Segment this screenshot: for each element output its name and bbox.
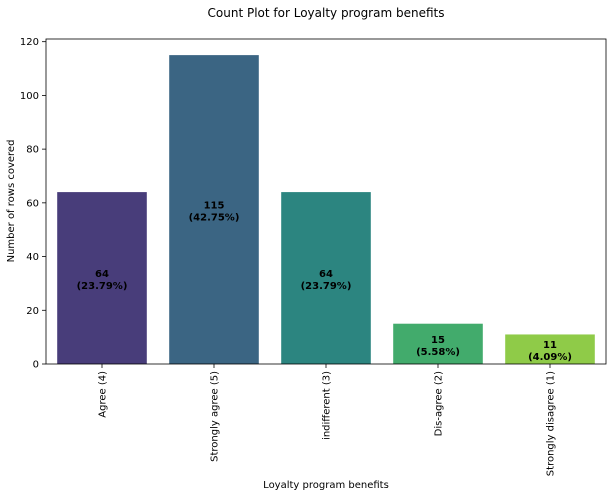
y-tick-label: 60 [26, 198, 39, 209]
bar-value-label-2: 115 [204, 201, 225, 212]
bar-percent-label-1: (23.79%) [77, 281, 128, 292]
bar-percent-label-3: (23.79%) [301, 281, 352, 292]
bar-2 [169, 55, 259, 365]
y-tick-label: 80 [26, 145, 39, 156]
bar-value-label-4: 15 [431, 335, 445, 346]
bar-percent-label-5: (4.09%) [528, 352, 572, 363]
x-tick-label: Strongly disagree (1) [546, 371, 557, 476]
y-axis-label: Number of rows covered [6, 140, 17, 263]
x-tick-label: Agree (4) [98, 371, 109, 418]
bar-1 [57, 192, 147, 364]
bar-value-label-5: 11 [543, 340, 557, 351]
bar-value-label-3: 64 [319, 269, 333, 280]
bar-3 [281, 192, 371, 364]
y-tick-label: 40 [26, 252, 39, 263]
x-tick-label: indifferent (3) [322, 371, 333, 440]
x-tick-label: Dis-agree (2) [434, 371, 445, 436]
bar-value-label-1: 64 [95, 269, 109, 280]
y-tick-label: 120 [20, 37, 39, 48]
plot-area: 64(23.79%)115(42.75%)64(23.79%)15(5.58%)… [20, 37, 607, 476]
bar-percent-label-2: (42.75%) [189, 213, 240, 224]
bar-4 [393, 323, 483, 364]
x-tick-label: Strongly agree (5) [210, 371, 221, 462]
chart-title: Count Plot for Loyalty program benefits [208, 6, 445, 20]
bar-5 [505, 334, 595, 364]
x-axis-label: Loyalty program benefits [263, 480, 389, 491]
y-tick-label: 100 [20, 91, 39, 102]
y-tick-label: 0 [33, 360, 39, 371]
y-tick-label: 20 [26, 306, 39, 317]
bar-percent-label-4: (5.58%) [416, 347, 460, 358]
